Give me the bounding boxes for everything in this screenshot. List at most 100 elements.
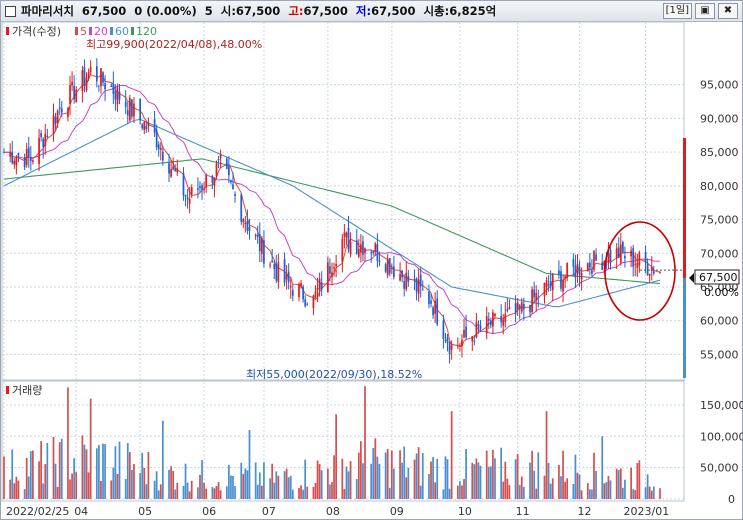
candle-body xyxy=(508,307,511,309)
volume-bar xyxy=(133,463,135,499)
candle-body xyxy=(312,295,315,308)
volume-bar xyxy=(203,482,205,499)
candle-body xyxy=(217,158,220,160)
volume-bar xyxy=(652,486,655,499)
candle-body xyxy=(516,302,519,310)
volume-bar xyxy=(646,474,649,499)
candle-body xyxy=(219,154,222,158)
candle-body xyxy=(434,300,437,314)
volume-bar xyxy=(537,452,540,499)
candle-body xyxy=(246,220,249,231)
volume-bar xyxy=(632,489,635,499)
volume-bar xyxy=(475,458,478,499)
volume-y-tick: 0 xyxy=(728,493,735,506)
volume-bar xyxy=(225,486,228,499)
candle-body xyxy=(485,316,488,334)
volume-bar xyxy=(197,487,199,499)
ma5-legend: 5 xyxy=(80,25,87,38)
candle-body xyxy=(168,163,170,174)
volume-bar xyxy=(349,461,352,499)
close-icon[interactable]: ✖ xyxy=(718,3,738,19)
restore-icon[interactable]: ▣ xyxy=(695,3,715,19)
volume-bar xyxy=(508,485,511,499)
candle-body xyxy=(260,237,263,254)
candle-body xyxy=(81,70,84,91)
volume-bar xyxy=(461,485,463,499)
volume-bar xyxy=(258,472,261,499)
volume-bar xyxy=(560,476,562,499)
candle-body xyxy=(211,175,214,183)
candle-body xyxy=(652,271,655,274)
volume-bar xyxy=(477,462,480,499)
candle-body xyxy=(479,325,482,329)
volume-bar xyxy=(153,480,156,499)
candle-body xyxy=(605,263,608,265)
candle-body xyxy=(38,137,40,165)
candle-body xyxy=(9,152,12,157)
volume-bar xyxy=(219,490,222,499)
volume-bar xyxy=(535,488,538,499)
volume-bar xyxy=(576,472,579,499)
candle-body xyxy=(471,336,474,342)
volume-bar xyxy=(213,488,216,499)
period-button[interactable]: [1일] xyxy=(662,3,692,19)
volume-bar xyxy=(85,449,88,499)
volume-bar xyxy=(564,481,566,499)
volume-bar xyxy=(347,471,350,499)
candle-body xyxy=(576,263,579,274)
volume-bar xyxy=(54,463,57,499)
candle-body xyxy=(67,108,69,117)
candle-body xyxy=(630,250,632,257)
volume-bar xyxy=(176,482,179,499)
candle-body xyxy=(73,85,76,100)
candle-body xyxy=(514,303,517,314)
candle-body xyxy=(320,282,323,290)
volume-bar xyxy=(648,486,651,499)
candle-body xyxy=(487,318,490,321)
candle-body xyxy=(390,268,393,270)
price-panel xyxy=(1,21,685,381)
ma20-legend: 20 xyxy=(94,25,108,38)
volume-bar xyxy=(644,487,647,499)
high-label: 고: xyxy=(288,4,304,18)
candle-body xyxy=(112,83,115,94)
candle-body xyxy=(157,144,160,150)
range-bar-down xyxy=(683,278,686,378)
candle-body xyxy=(128,97,131,121)
candle-body xyxy=(32,160,34,162)
candle-body xyxy=(360,244,362,253)
candle-body xyxy=(248,226,251,232)
candle-body xyxy=(98,85,100,87)
volume-bar xyxy=(269,478,271,499)
candle-body xyxy=(609,249,612,263)
candle-body xyxy=(603,260,606,266)
volume-y-tick: 100,000 xyxy=(700,430,743,443)
candle-body xyxy=(75,89,78,102)
candle-body xyxy=(159,147,162,150)
x-tick-label: 07 xyxy=(262,505,276,518)
candle-body xyxy=(87,72,90,79)
candle-body xyxy=(535,293,538,301)
volume-bar xyxy=(161,420,164,499)
low-value: 67,500 xyxy=(371,4,416,18)
volume-bar xyxy=(126,443,129,499)
candle-body xyxy=(591,270,593,274)
volume-bar xyxy=(384,452,387,499)
volume-bar xyxy=(463,479,465,499)
candle-body xyxy=(650,267,653,271)
volume-bar xyxy=(143,467,146,499)
volume-bar xyxy=(232,475,234,499)
candle-body xyxy=(370,251,373,253)
candle-body xyxy=(648,273,651,276)
candle-body xyxy=(304,299,307,307)
current-price-box xyxy=(694,269,740,285)
volume-bar xyxy=(114,446,117,499)
candle-body xyxy=(545,280,548,287)
candle-body xyxy=(153,119,156,133)
volume-bar xyxy=(388,487,391,499)
volume-bar xyxy=(591,489,593,499)
candle-body xyxy=(316,288,319,291)
volume-bar xyxy=(17,480,20,499)
candle-body xyxy=(232,184,234,190)
candle-body xyxy=(329,266,331,274)
